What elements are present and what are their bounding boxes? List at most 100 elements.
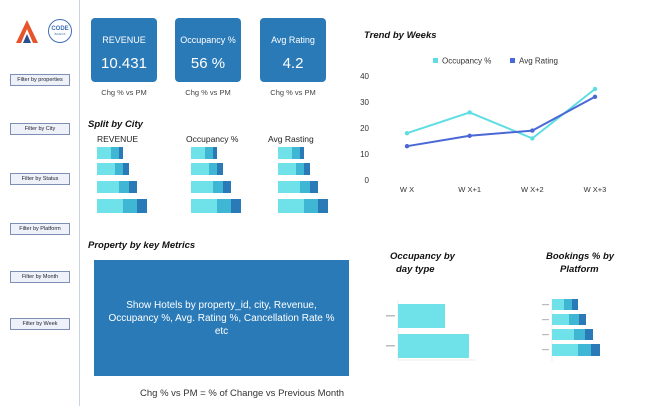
split-col-avg-rating: Avg Rasting: [268, 134, 314, 144]
data-point: [467, 133, 472, 138]
kpi-label: Occupancy %: [180, 35, 236, 45]
filter-by-city-button[interactable]: Filter by City: [10, 123, 70, 135]
occupancy-day-chart: [386, 300, 476, 361]
tick-label: [542, 334, 549, 336]
city-bar-segment: [209, 163, 217, 175]
occupancy-day-title-1: Occupancy by: [390, 251, 455, 262]
tick-label: [386, 345, 395, 347]
city-bar-segment: [278, 199, 304, 213]
city-bar-segment: [97, 181, 119, 193]
legend-label: Avg Rating: [519, 57, 558, 66]
data-point: [530, 128, 535, 133]
city-bar-segment: [97, 147, 111, 159]
platform-bar: [552, 314, 586, 325]
city-bar-segment: [115, 163, 123, 175]
city-bar-segment: [310, 181, 318, 193]
kpi-value: 56 %: [190, 55, 226, 72]
bookings-platform-chart: [542, 298, 600, 362]
city-bar-segment: [123, 199, 137, 213]
city-bar-segment: [304, 199, 318, 213]
city-bar-segment: [278, 147, 292, 159]
logo-subtext: BASICS: [54, 32, 66, 36]
y-tick-label: 20: [360, 124, 369, 133]
y-tick-label: 30: [360, 98, 369, 107]
city-bar-segment: [213, 147, 217, 159]
city-bar-segment: [223, 181, 231, 193]
data-point: [404, 131, 410, 136]
city-bar-segment: [296, 163, 304, 175]
tick-label: [542, 319, 549, 321]
y-tick-label: 0: [365, 176, 370, 185]
property-metrics-title: Property by key Metrics: [88, 240, 196, 251]
city-bar-segment: [300, 147, 304, 159]
filter-by-status-button[interactable]: Filter by Status: [10, 173, 70, 185]
city-bar-segment: [119, 181, 129, 193]
kpi-sub: Chg % vs PM: [101, 88, 147, 97]
filter-by-properties-button[interactable]: Filter by properties: [10, 74, 70, 86]
tick-label: [386, 315, 395, 317]
filter-by-week-button[interactable]: Filter by Week: [10, 318, 70, 330]
city-bar-segment: [137, 199, 147, 213]
tick-label: [542, 349, 549, 351]
y-tick-label: 10: [360, 150, 369, 159]
legend-swatch: [433, 58, 438, 63]
platform-bar: [552, 299, 578, 310]
series-line-avg-rating: [406, 95, 596, 148]
bookings-platform-title-2: Platform: [560, 264, 599, 275]
city-bar-segment: [292, 147, 300, 159]
footer-note: Chg % vs PM = % of Change vs Previous Mo…: [140, 388, 345, 399]
data-point: [467, 110, 472, 115]
city-bar-segment: [217, 199, 231, 213]
city-bar-segment: [97, 163, 115, 175]
x-tick-label: W X: [400, 185, 414, 194]
city-bar-segment: [191, 147, 205, 159]
platform-bar: [552, 329, 593, 340]
code-basics-logo: CODE BASICS: [48, 19, 72, 43]
city-bar-segment: [191, 163, 209, 175]
occupancy-bar-weekend: [398, 334, 469, 358]
city-bar-segment: [231, 199, 241, 213]
x-tick-label: W X+2: [521, 185, 544, 194]
logo-text: CODE: [51, 26, 69, 32]
bookings-platform-title-1: Bookings % by: [546, 251, 615, 262]
kpi-label: Avg Rating: [271, 35, 315, 45]
kpi-card-avg-rating: Avg Rating 4.2: [260, 18, 326, 82]
split-by-city-title: Split by City: [88, 119, 143, 130]
city-bar-segment: [129, 181, 137, 193]
filter-by-month-button[interactable]: Filter by Month: [10, 271, 70, 283]
occupancy-day-title-2: day type: [396, 264, 435, 275]
legend-label: Occupancy %: [442, 57, 491, 66]
tick-label: [542, 304, 549, 306]
trend-line-chart: Occupancy % Avg Rating 0 10 20 30 40 W X W X+1 W …: [360, 57, 607, 195]
city-bar-segment: [111, 147, 119, 159]
property-metrics-placeholder: Show Hotels by property_id, city, Revenu…: [94, 260, 349, 376]
platform-bar: [552, 344, 600, 356]
city-bar-segment: [278, 163, 296, 175]
filter-by-platform-button[interactable]: Filter by Platform: [10, 223, 70, 235]
kpi-sub: Chg % vs PM: [270, 88, 316, 97]
kpi-card-occupancy: Occupancy % 56 %: [175, 18, 241, 82]
city-bar-segment: [191, 181, 213, 193]
city-bar-segment: [278, 181, 300, 193]
trend-chart-title: Trend by Weeks: [364, 30, 437, 41]
city-bar-segment: [217, 163, 223, 175]
sidebar: CODE BASICS Filter by properties Filter …: [0, 0, 80, 406]
split-col-revenue: REVENUE: [97, 134, 139, 144]
city-bar-segment: [205, 147, 213, 159]
series-line-occupancy: [406, 88, 596, 140]
split-col-occupancy: Occupancy %: [186, 134, 239, 144]
kpi-value: 4.2: [282, 55, 304, 72]
x-tick-label: W X+1: [458, 185, 481, 194]
property-metrics-description: Show Hotels by property_id, city, Revenu…: [108, 299, 335, 337]
data-point: [404, 144, 410, 149]
x-tick-label: W X+3: [584, 185, 607, 194]
legend-swatch: [510, 58, 515, 63]
kpi-label: REVENUE: [102, 35, 146, 45]
y-tick-label: 40: [360, 72, 369, 81]
kpi-sub: Chg % vs PM: [185, 88, 231, 97]
logo-a-icon: [16, 20, 38, 43]
kpi-value: 10.431: [101, 55, 147, 72]
city-bar-segment: [318, 199, 328, 213]
data-point: [530, 136, 535, 141]
kpi-card-revenue: REVENUE 10.431: [91, 18, 157, 82]
